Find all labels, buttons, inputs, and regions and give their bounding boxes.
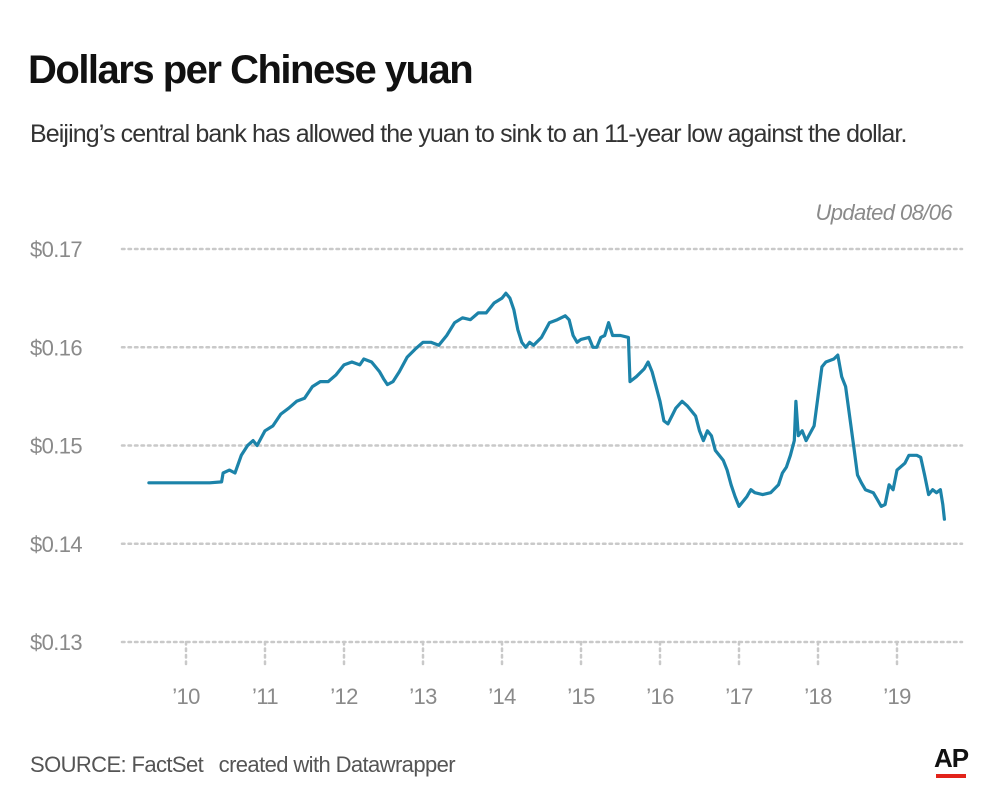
source-line: SOURCE: FactSet created with Datawrapper [30, 752, 465, 778]
x-tick-label: ’16 [646, 684, 674, 709]
x-tick-label: ’13 [409, 684, 437, 709]
y-axis-labels: $0.13 $0.14 $0.15 $0.16 $0.17 [30, 237, 83, 655]
x-tick-label: ’17 [725, 684, 753, 709]
ap-logo-text: AP [934, 743, 969, 773]
chart-title: Dollars per Chinese yuan [28, 48, 474, 92]
x-tick-label: ’10 [172, 684, 200, 709]
ap-logo-bar [936, 774, 966, 778]
x-tick-label: ’15 [567, 684, 595, 709]
chart-subtitle: Beijing’s central bank has allowed the y… [30, 120, 907, 148]
y-tick-label: $0.14 [30, 532, 82, 557]
line-chart: $0.13$0.14$0.15$0.16$0.17 ’10’11’12’13’1… [30, 200, 964, 709]
x-tick-label: ’14 [488, 684, 516, 709]
gridlines [120, 247, 964, 644]
y-tick-label: $0.16 [30, 335, 82, 360]
x-tick-label: ’18 [804, 684, 832, 709]
x-tick-label: ’19 [883, 684, 911, 709]
x-tick-label: ’11 [252, 684, 278, 709]
y-tick-label: $0.15 [30, 434, 82, 459]
y-tick-label: $0.13 [30, 630, 82, 655]
x-tick-label: ’12 [330, 684, 358, 709]
updated-note: Updated 08/06 [815, 200, 953, 225]
x-axis: ’10 ’11 ’12 ’13 ’14 ’15 ’16 ’17 ’18 ’19 [172, 640, 912, 709]
credit-text: created with Datawrapper [218, 752, 456, 777]
ap-logo: AP [934, 744, 970, 780]
source-text: SOURCE: FactSet [30, 752, 204, 777]
y-tick-label: $0.17 [30, 237, 82, 262]
series-layer [147, 291, 946, 521]
series-line [147, 291, 946, 521]
